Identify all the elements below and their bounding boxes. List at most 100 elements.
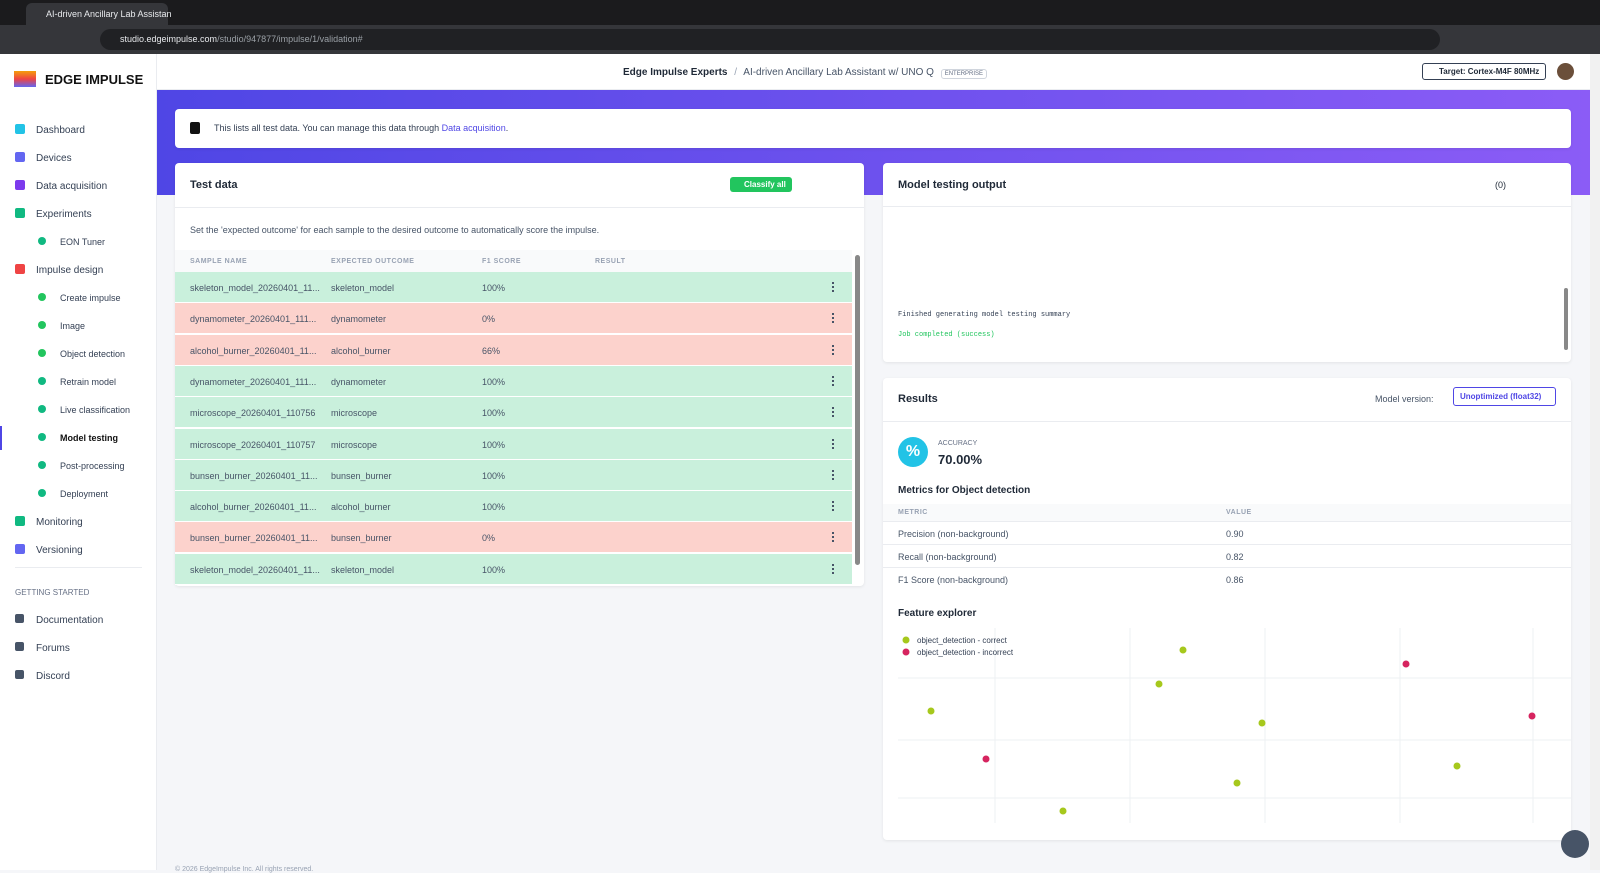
column-header: F1 SCORE <box>482 258 522 265</box>
column-header: EXPECTED OUTCOME <box>331 258 415 265</box>
nav-subitem[interactable]: Retrain model <box>60 377 117 387</box>
logo[interactable]: EDGE IMPULSE <box>45 72 144 87</box>
nav-subitem[interactable]: Post-processing <box>60 461 125 471</box>
metrics-title: Metrics for Object detection <box>898 485 1031 496</box>
nav-icon <box>15 614 24 623</box>
nav-subitem[interactable]: Create impulse <box>60 293 121 303</box>
table-row[interactable]: alcohol_burner_20260401_11... alcohol_bur… <box>175 491 852 523</box>
row-menu[interactable] <box>832 375 834 386</box>
table-row[interactable]: microscope_20260401_110757 microscope 100% <box>175 428 852 460</box>
url-field[interactable]: studio.edgeimpulse.com/studio/947877/imp… <box>100 29 1440 50</box>
point[interactable] <box>1258 719 1266 727</box>
classify-button[interactable]: Classify all <box>730 177 792 192</box>
panel-title: Results <box>898 393 938 405</box>
metric-name: Recall (non-background) <box>898 552 997 562</box>
notification-count[interactable]: (0) <box>1495 180 1506 190</box>
org[interactable]: Edge Impulse Experts <box>623 67 728 78</box>
nav-subitem[interactable]: Live classification <box>60 405 131 415</box>
nav-item[interactable]: Data acquisition <box>36 181 108 192</box>
nav-subitem[interactable]: Object detection <box>60 349 126 359</box>
nav-item[interactable]: Impulse design <box>36 265 104 276</box>
version-select[interactable]: Unoptimized (float32) <box>1453 387 1557 406</box>
expected-outcome: microscope <box>331 439 378 450</box>
point[interactable] <box>1155 680 1163 688</box>
banner-link[interactable]: Data acquisition <box>441 123 506 133</box>
nav-subitem[interactable]: EON Tuner <box>60 237 106 247</box>
url-host-text: studio.edgeimpulse.com <box>120 34 218 44</box>
metric-value: 0.82 <box>1226 552 1244 562</box>
table-row[interactable]: bunsen_burner_20260401_11... bunsen_burne… <box>175 459 852 491</box>
nav-icon <box>38 461 46 469</box>
table-row[interactable]: microscope_20260401_110756 microscope 100% <box>175 397 852 429</box>
clipboard-icon <box>190 122 200 134</box>
point[interactable] <box>982 755 990 763</box>
point[interactable] <box>1528 712 1536 720</box>
metrics-header: METRIC VALUE <box>883 504 1571 521</box>
explorer-grid <box>898 628 1571 823</box>
point[interactable] <box>1453 762 1461 770</box>
table-header: SAMPLE NAME EXPECTED OUTCOME F1 SCORE RESUL… <box>175 250 852 272</box>
expected-outcome: dynamometer <box>331 376 387 387</box>
nav-subitem[interactable]: Image <box>60 321 86 331</box>
help-button[interactable] <box>1561 830 1589 858</box>
log-line: Finished generating model testing summar… <box>898 311 1071 319</box>
nav-item[interactable]: Forums <box>36 643 70 654</box>
nav-item[interactable]: Monitoring <box>36 517 83 528</box>
accuracy-value: 70.00% <box>938 452 983 467</box>
row-menu[interactable] <box>832 532 834 543</box>
column-header: SAMPLE NAME <box>190 258 248 265</box>
nav-icon <box>38 349 46 357</box>
legend-label[interactable]: object_detection - incorrect <box>917 648 1014 657</box>
nav-item[interactable]: Discord <box>36 671 70 682</box>
nav-subitem[interactable]: Model testing <box>60 433 118 443</box>
table-row[interactable]: alcohol_burner_20260401_11... alcohol_bur… <box>175 334 852 366</box>
nav-item[interactable]: Dashboard <box>36 125 85 136</box>
explorer-title: Feature explorer <box>898 608 977 619</box>
point[interactable] <box>1059 807 1067 815</box>
row-menu[interactable] <box>832 344 834 355</box>
row-menu[interactable] <box>832 313 834 324</box>
row-menu[interactable] <box>832 407 834 418</box>
avatar[interactable] <box>1557 63 1574 80</box>
expected-outcome: bunsen_burner <box>331 533 392 544</box>
row-menu[interactable] <box>832 282 834 292</box>
row-menu[interactable] <box>832 501 834 512</box>
f1-score: 100% <box>482 470 506 481</box>
sample-name: dynamometer_20260401_111... <box>190 376 317 387</box>
nav-subitem[interactable]: Deployment <box>60 489 109 499</box>
nav-item[interactable]: Devices <box>36 153 72 164</box>
table-row[interactable]: dynamometer_20260401_111... dynamometer 10… <box>175 365 852 397</box>
table-row[interactable]: bunsen_burner_20260401_11... bunsen_burne… <box>175 522 852 554</box>
point[interactable] <box>1233 779 1241 787</box>
row-menu[interactable] <box>832 438 834 449</box>
sample-name: alcohol_burner_20260401_11... <box>190 502 317 513</box>
accuracy-icon: % <box>898 437 928 467</box>
point[interactable] <box>1179 646 1187 654</box>
f1-score: 100% <box>482 283 506 293</box>
address-bar: studio.edgeimpulse.com/studio/947877/imp… <box>0 25 1600 54</box>
row-menu[interactable] <box>832 563 834 574</box>
active-indicator <box>0 426 2 450</box>
table-row[interactable]: skeleton_model_20260401_11... skeleton_mo… <box>175 553 852 585</box>
f1-score: 0% <box>482 314 496 325</box>
nav-icon <box>15 124 25 134</box>
log-line: Job completed (success) <box>898 331 995 339</box>
nav-item[interactable]: Versioning <box>36 545 83 556</box>
metric-row: F1 Score (non-background) 0.86 <box>883 567 1571 590</box>
nav-item[interactable]: Documentation <box>36 615 104 626</box>
legend-label[interactable]: object_detection - correct <box>917 636 1008 645</box>
sidebar: EDGE IMPULSE Dashboard Devices Data acquis… <box>0 54 157 870</box>
row-menu[interactable] <box>832 469 834 480</box>
nav-item[interactable]: Experiments <box>36 209 92 220</box>
tab-title: AI-driven Ancillary Lab Assistan <box>46 9 172 19</box>
correct-points <box>927 646 1461 815</box>
target[interactable]: Target: Cortex-M4F 80MHz <box>1422 63 1547 80</box>
tab[interactable]: AI-driven Ancillary Lab Assistan <box>26 3 172 25</box>
point[interactable] <box>1402 660 1410 668</box>
legend-swatch <box>902 636 910 644</box>
point[interactable] <box>927 707 935 715</box>
log-scrollbar <box>1564 288 1568 350</box>
table-row[interactable]: skeleton_model_20260401_11... skeleton_mo… <box>175 272 852 303</box>
table-row[interactable]: dynamometer_20260401_111... dynamometer 0% <box>175 303 852 335</box>
